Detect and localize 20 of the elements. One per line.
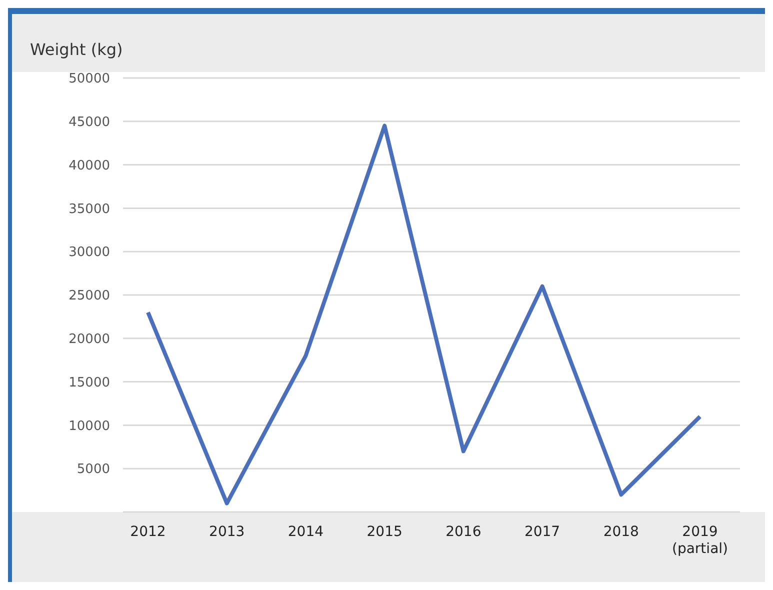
x-tick-label: 2017 bbox=[524, 524, 560, 540]
x-tick-label: 2015 bbox=[366, 524, 402, 540]
line-series bbox=[146, 124, 702, 506]
y-tick-label: 40000 bbox=[68, 158, 110, 174]
y-tick-label: 10000 bbox=[68, 418, 110, 434]
x-tick-label: 2019 (partial) bbox=[672, 524, 728, 557]
y-tick-label: 5000 bbox=[76, 462, 110, 478]
x-tick-label: 2012 bbox=[130, 524, 166, 540]
y-tick-label: 30000 bbox=[68, 245, 110, 260]
x-tick-label: 2018 bbox=[603, 524, 639, 540]
y-tick-label: 15000 bbox=[68, 375, 110, 390]
y-tick-label: 45000 bbox=[68, 114, 110, 130]
x-tick-label: 2013 bbox=[209, 524, 245, 540]
y-tick-label: 50000 bbox=[68, 72, 110, 87]
x-tick-label: 2016 bbox=[446, 524, 482, 540]
x-tick-label: 2014 bbox=[288, 524, 324, 540]
y-axis-title: Weight (kg) bbox=[30, 40, 123, 59]
y-tick-label: 20000 bbox=[68, 332, 110, 347]
y-tick-label: 25000 bbox=[68, 288, 110, 304]
y-tick-label: 35000 bbox=[68, 202, 110, 217]
